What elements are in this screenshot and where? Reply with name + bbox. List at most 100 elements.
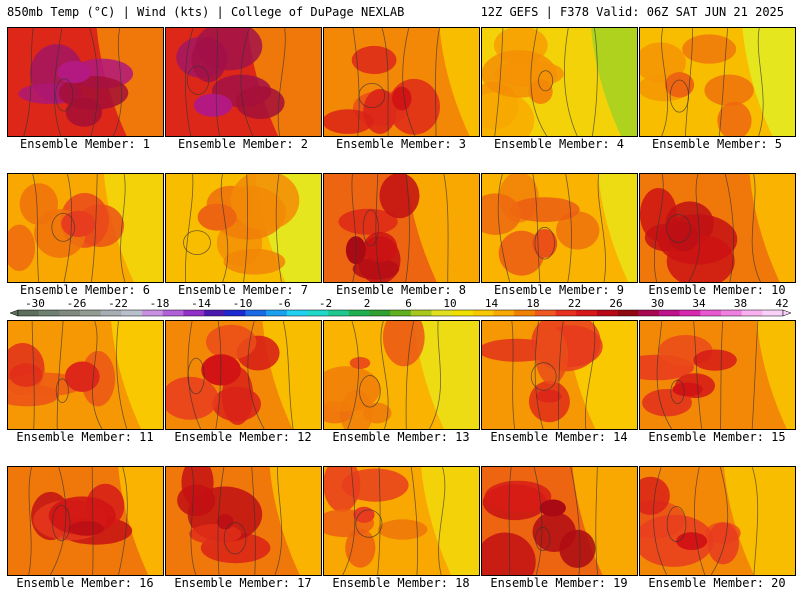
ensemble-member-map <box>323 466 480 576</box>
ensemble-member-label: Ensemble Member: 1 <box>19 137 151 151</box>
colorbar-swatch <box>245 310 267 316</box>
colorbar-swatch <box>266 310 288 316</box>
colorbar-swatch <box>431 310 453 316</box>
ensemble-member-label: Ensemble Member: 9 <box>493 283 625 297</box>
colorbar-swatch <box>38 310 60 316</box>
ensemble-member-map <box>481 320 638 430</box>
ensemble-member-map <box>639 466 796 576</box>
ensemble-member-map <box>7 320 164 430</box>
colorbar-swatch <box>638 310 660 316</box>
ensemble-member-map <box>481 466 638 576</box>
ensemble-member-label: Ensemble Member: 15 <box>648 430 786 444</box>
colorbar-swatch <box>762 310 784 316</box>
run-valid-time: 12Z GEFS | F378 Valid: 06Z SAT JUN 21 20… <box>480 5 784 19</box>
ensemble-member-map <box>639 320 796 430</box>
map-header: 850mb Temp (°C) | Wind (kts) | College o… <box>0 0 800 22</box>
colorbar-swatch <box>410 310 432 316</box>
colorbar-tick-label: 2 <box>363 297 371 310</box>
colorbar-tick-label: -26 <box>66 297 87 310</box>
colorbar-swatch <box>514 310 536 316</box>
colorbar-tick-label: -10 <box>232 297 253 310</box>
ensemble-member-label: Ensemble Member: 16 <box>16 576 154 590</box>
ensemble-member-label: Ensemble Member: 11 <box>16 430 154 444</box>
colorbar-tick-label: -14 <box>191 297 211 310</box>
colorbar-swatch <box>720 310 742 316</box>
ensemble-member-map <box>323 320 480 430</box>
ensemble-member-map <box>481 173 638 283</box>
ensemble-member-map <box>7 466 164 576</box>
colorbar-tick-label: -2 <box>318 297 333 310</box>
colorbar-swatch <box>348 310 370 316</box>
ensemble-member-map <box>165 27 322 137</box>
colorbar-tick-label: -30 <box>25 297 45 310</box>
ensemble-member-map <box>323 27 480 137</box>
ensemble-member-map <box>481 27 638 137</box>
colorbar-swatch <box>472 310 494 316</box>
ensemble-member-label: Ensemble Member: 12 <box>174 430 312 444</box>
colorbar-tick-label: 42 <box>775 297 789 310</box>
colorbar-swatch <box>286 310 308 316</box>
ensemble-member-map <box>165 466 322 576</box>
ensemble-member-label: Ensemble Member: 18 <box>332 576 470 590</box>
colorbar-swatch <box>18 310 39 316</box>
colorbar-swatch <box>534 310 556 316</box>
colorbar-min-arrow <box>9 309 19 317</box>
colorbar-swatch <box>80 310 102 316</box>
colorbar-tick-label: 22 <box>567 297 582 310</box>
ensemble-member-label: Ensemble Member: 2 <box>177 137 309 151</box>
colorbar-swatch <box>142 310 164 316</box>
ensemble-member-label: Ensemble Member: 8 <box>335 283 467 297</box>
ensemble-member-label: Ensemble Member: 7 <box>177 283 309 297</box>
colorbar-swatch <box>555 310 577 316</box>
colorbar-swatch <box>658 310 680 316</box>
colorbar-swatch <box>493 310 515 316</box>
ensemble-member-map <box>7 173 164 283</box>
colorbar-tick-label: 38 <box>733 297 748 310</box>
colorbar-swatch <box>307 310 329 316</box>
ensemble-member-map <box>165 320 322 430</box>
colorbar-swatch <box>741 310 763 316</box>
ensemble-member-label: Ensemble Member: 6 <box>19 283 151 297</box>
colorbar-swatch <box>204 310 226 316</box>
colorbar-tick-label: -22 <box>108 297 128 310</box>
colorbar-swatch <box>59 310 81 316</box>
ensemble-member-label: Ensemble Member: 19 <box>490 576 628 590</box>
ensemble-member-map <box>165 173 322 283</box>
ensemble-member-label: Ensemble Member: 10 <box>648 283 786 297</box>
colorbar-tick-label: 26 <box>609 297 623 310</box>
temperature-colorbar <box>9 309 792 317</box>
ensemble-member-label: Ensemble Member: 14 <box>490 430 628 444</box>
colorbar-tick-label: 6 <box>405 297 412 310</box>
colorbar-swatch <box>328 310 350 316</box>
colorbar-swatch <box>700 310 722 316</box>
colorbar-swatch <box>369 310 391 316</box>
map-title: 850mb Temp (°C) | Wind (kts) | College o… <box>7 5 405 19</box>
ensemble-member-label: Ensemble Member: 3 <box>335 137 467 151</box>
colorbar-tick-label: 18 <box>526 297 540 310</box>
colorbar-tick-label: -18 <box>149 297 170 310</box>
colorbar-tick-label: 34 <box>692 297 706 310</box>
colorbar-tick-label: 10 <box>443 297 457 310</box>
colorbar-swatch <box>162 310 184 316</box>
colorbar-swatch <box>576 310 598 316</box>
colorbar-swatch <box>679 310 701 316</box>
colorbar-tick-label: 14 <box>484 297 499 310</box>
ensemble-member-label: Ensemble Member: 13 <box>332 430 470 444</box>
colorbar-swatch <box>121 310 143 316</box>
colorbar-swatch <box>596 310 618 316</box>
colorbar-swatch <box>100 310 122 316</box>
ensemble-member-label: Ensemble Member: 4 <box>493 137 625 151</box>
colorbar-swatch <box>224 310 246 316</box>
colorbar-swatch <box>452 310 474 316</box>
ensemble-member-label: Ensemble Member: 5 <box>651 137 783 151</box>
colorbar-swatch <box>617 310 639 316</box>
ensemble-member-map <box>639 173 796 283</box>
colorbar-max-arrow <box>782 309 792 317</box>
ensemble-member-map <box>7 27 164 137</box>
ensemble-member-label: Ensemble Member: 17 <box>174 576 312 590</box>
colorbar-tick-label: 30 <box>650 297 665 310</box>
ensemble-member-map <box>323 173 480 283</box>
ensemble-member-map <box>639 27 796 137</box>
ensemble-member-label: Ensemble Member: 20 <box>648 576 786 590</box>
colorbar-swatch <box>183 310 205 316</box>
